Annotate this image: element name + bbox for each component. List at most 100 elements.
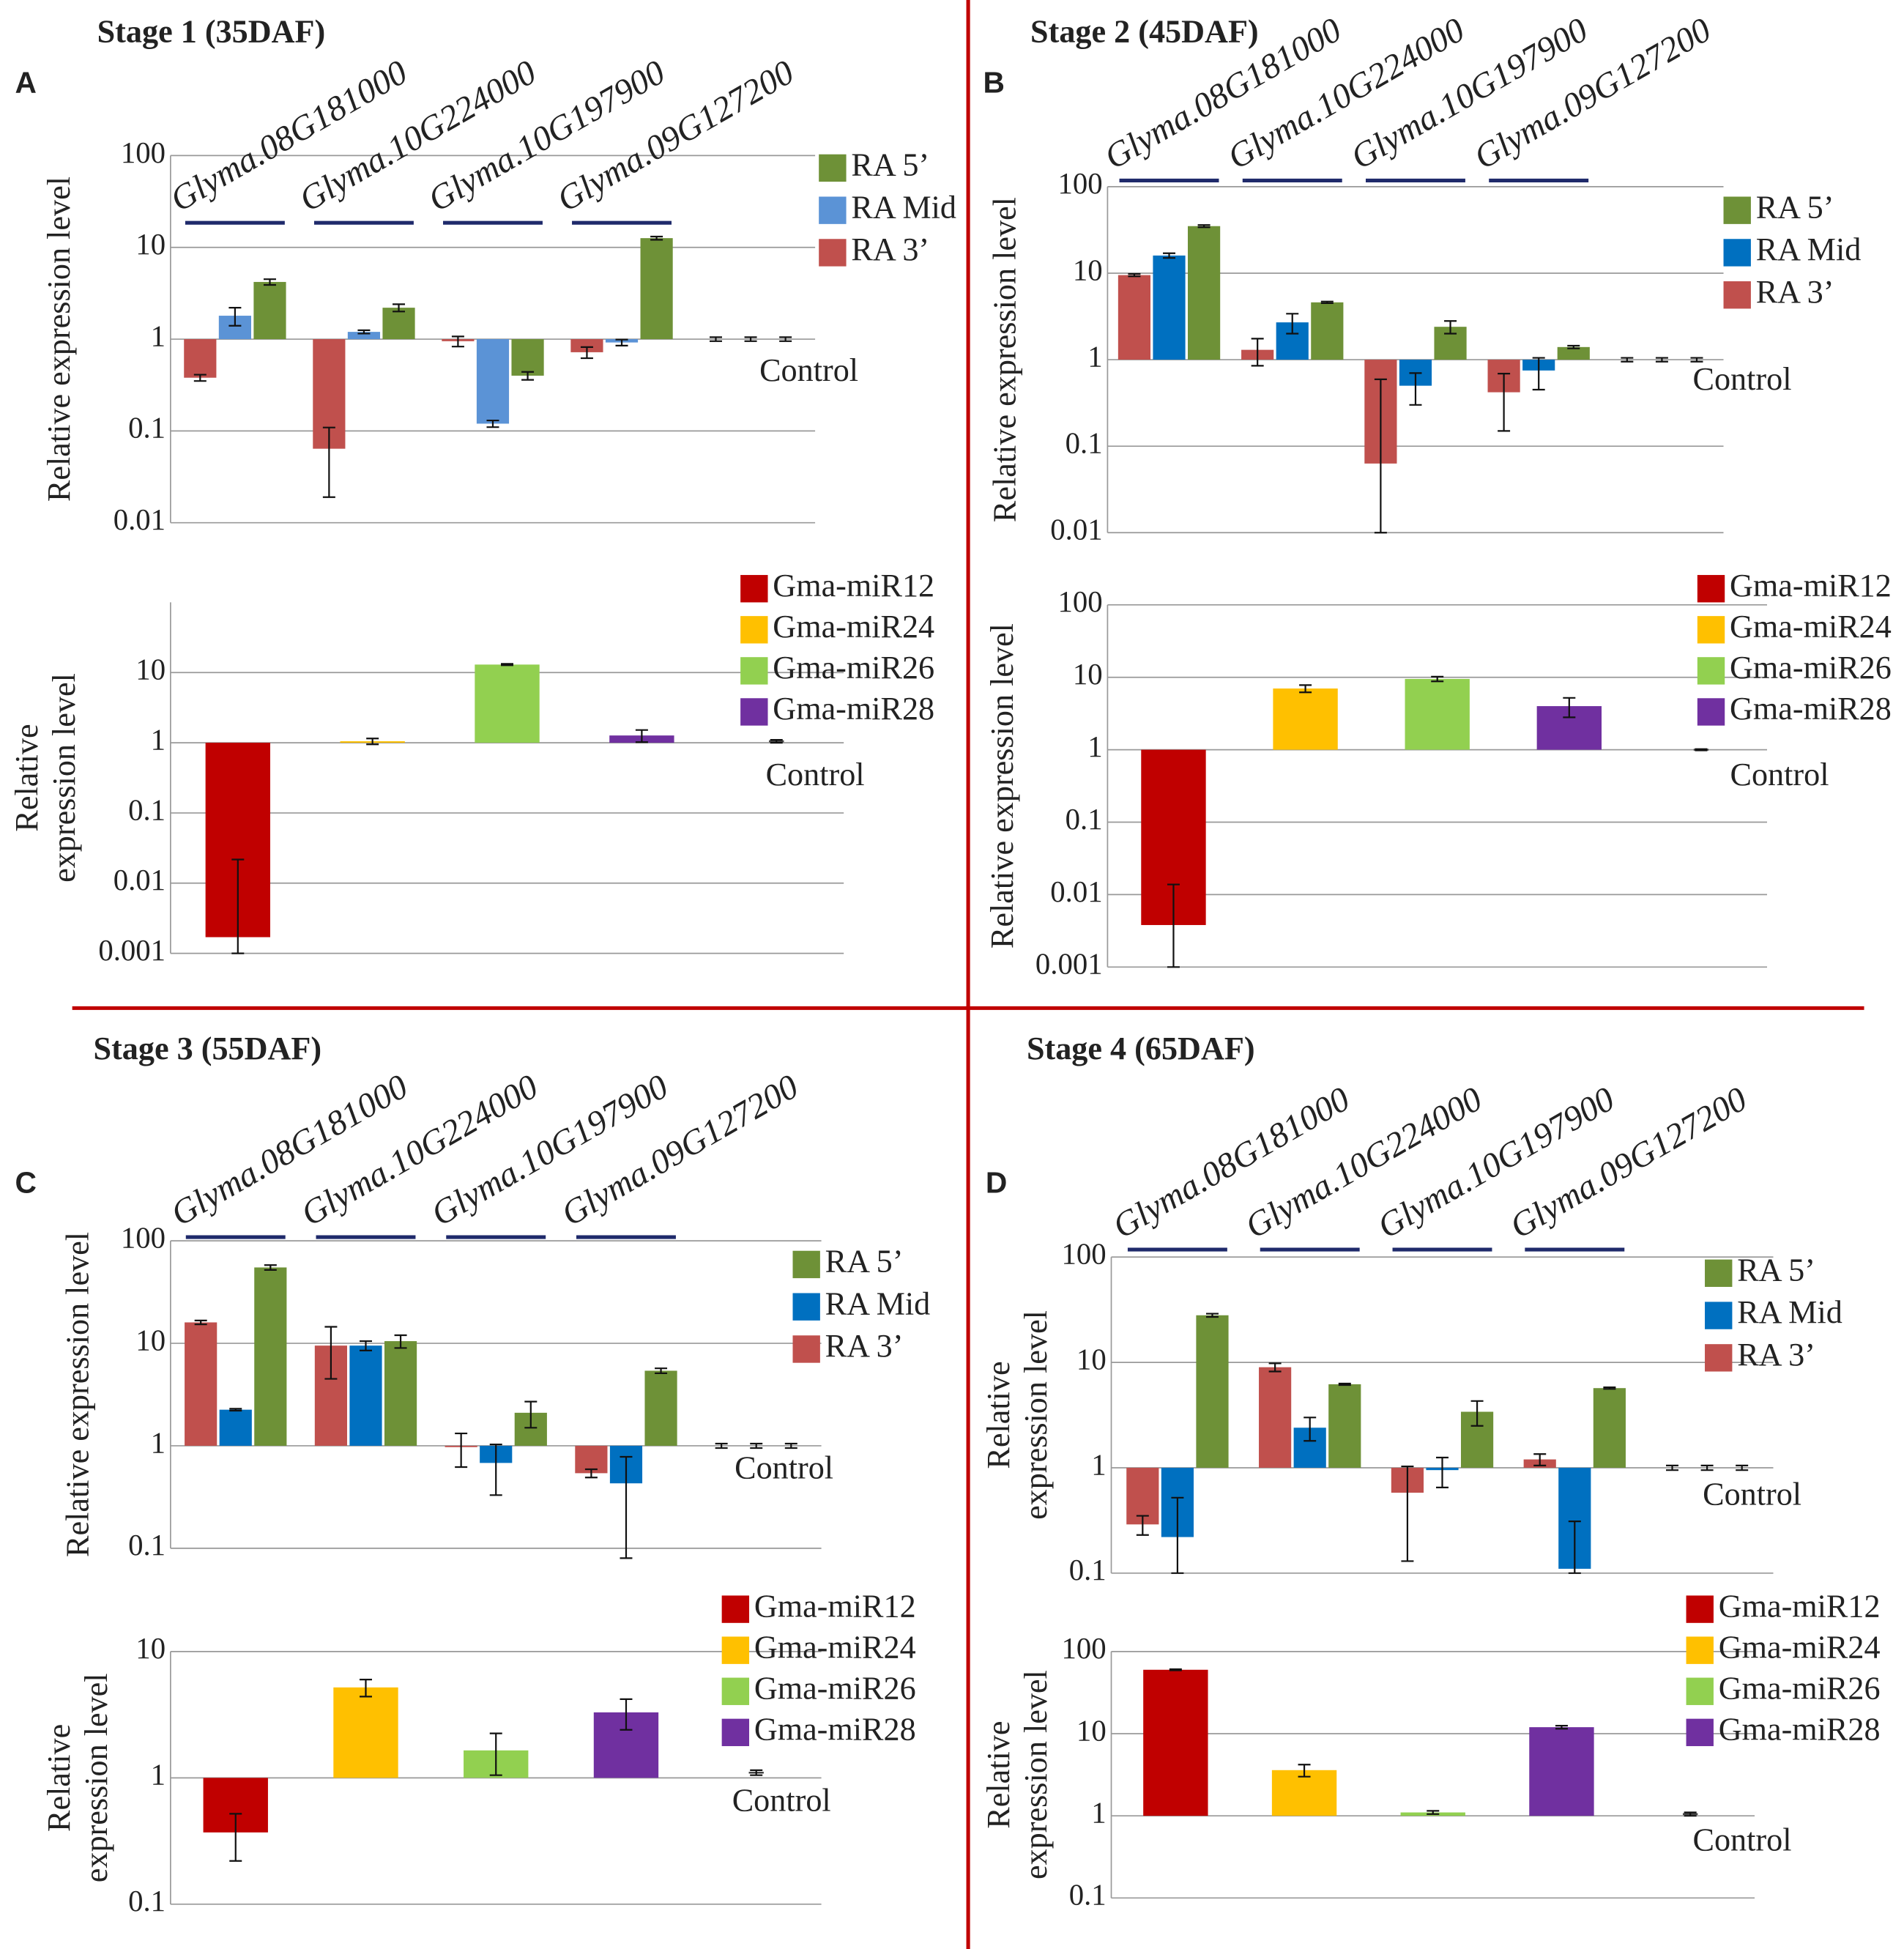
- category-label: Control: [735, 1450, 833, 1486]
- error-bar: [455, 1432, 468, 1469]
- error-bar: [486, 419, 499, 428]
- category-label: Control: [1693, 361, 1792, 397]
- bar: [1405, 678, 1470, 750]
- error-bar: [1251, 338, 1264, 367]
- bar: [253, 281, 286, 340]
- error-bar: [1603, 1386, 1616, 1390]
- legend-swatch: [819, 196, 847, 224]
- legend-swatch: [1697, 616, 1725, 644]
- error-bar: [709, 336, 722, 342]
- error-bar: [750, 1442, 763, 1449]
- error-bar: [1736, 1464, 1749, 1471]
- bar: [1529, 1727, 1594, 1816]
- y-axis-label: Relative: [981, 1361, 1016, 1469]
- bar: [382, 308, 415, 340]
- y-tick-label: 1: [1087, 730, 1102, 763]
- error-bar: [1533, 1453, 1547, 1467]
- error-bar: [655, 1367, 668, 1375]
- legend-swatch: [792, 1250, 820, 1279]
- y-axis-label: Relative expression level: [987, 197, 1023, 522]
- legend-swatch: [721, 1595, 750, 1623]
- y-tick-label: 0.1: [128, 1885, 166, 1918]
- legend-label: RA 3’: [825, 1328, 904, 1364]
- legend-label: RA Mid: [825, 1285, 931, 1321]
- error-bar: [1409, 372, 1422, 406]
- error-bar: [1304, 1417, 1317, 1442]
- bar: [384, 1341, 417, 1446]
- error-bar: [228, 307, 242, 327]
- y-tick-label: 10: [1076, 1714, 1107, 1747]
- bar: [476, 339, 510, 424]
- error-bar: [784, 1442, 797, 1449]
- legend-swatch: [721, 1718, 750, 1747]
- y-tick-label: 1: [1091, 1448, 1106, 1481]
- legend-label: Gma-miR26: [754, 1670, 916, 1706]
- y-axis-label: Relative expression level: [41, 177, 77, 502]
- y-tick-label: 100: [121, 136, 166, 169]
- y-axis-label: expression level: [46, 673, 82, 883]
- error-bar: [1197, 224, 1211, 229]
- error-bar: [620, 1455, 633, 1559]
- bar: [1311, 302, 1344, 360]
- bar: [333, 1687, 398, 1778]
- legend-label: RA Mid: [851, 189, 956, 225]
- legend-label: RA 3’: [1737, 1337, 1815, 1373]
- legend-label: RA 5’: [1737, 1252, 1815, 1288]
- stage-title: Stage 4 (65DAF): [1027, 1031, 1255, 1066]
- bar: [1557, 346, 1590, 360]
- legend-label: RA 5’: [851, 147, 929, 183]
- legend-swatch: [1705, 1344, 1733, 1372]
- y-tick-label: 0.1: [1066, 803, 1103, 836]
- error-bar: [501, 663, 514, 667]
- error-bar: [779, 336, 792, 342]
- legend-label: RA Mid: [1737, 1294, 1842, 1330]
- y-tick-label: 10: [135, 228, 166, 261]
- category-label: Control: [1693, 1822, 1792, 1858]
- y-tick-label: 100: [1057, 585, 1102, 618]
- error-bar: [521, 371, 535, 381]
- y-tick-label: 10: [1073, 658, 1103, 691]
- category-label: Control: [1730, 757, 1829, 792]
- bar: [184, 339, 217, 378]
- y-tick-label: 0.1: [128, 1529, 166, 1562]
- bar: [1271, 1770, 1337, 1816]
- legend-label: RA 3’: [1756, 274, 1834, 310]
- error-bar: [620, 1698, 633, 1731]
- panel-letter: C: [15, 1165, 36, 1199]
- legend-label: Gma-miR26: [773, 650, 934, 686]
- error-bar: [324, 1326, 338, 1380]
- legend-label: RA Mid: [1756, 231, 1862, 267]
- panel-letter: B: [983, 65, 1004, 99]
- y-axis-label: expression level: [1018, 1670, 1054, 1879]
- stage-title: Stage 1 (35DAF): [97, 14, 326, 50]
- y-tick-label: 0.1: [1069, 1879, 1107, 1912]
- y-tick-label: 0.1: [128, 793, 166, 826]
- y-tick-label: 0.01: [1050, 875, 1102, 908]
- error-bar: [1567, 344, 1580, 349]
- legend-label: Gma-miR24: [773, 609, 934, 645]
- error-bar: [394, 1334, 407, 1349]
- y-tick-label: 10: [1076, 1343, 1107, 1376]
- legend-label: Gma-miR28: [773, 691, 934, 727]
- stage-title: Stage 3 (55DAF): [94, 1031, 322, 1066]
- error-bar: [1163, 252, 1176, 259]
- error-bar: [1374, 378, 1387, 534]
- category-label: Control: [759, 352, 858, 388]
- bar: [1259, 1367, 1292, 1468]
- y-axis-label: Relative expression level: [984, 623, 1020, 948]
- legend-label: Gma-miR12: [773, 568, 934, 604]
- legend-label: Gma-miR24: [1730, 609, 1892, 645]
- bar: [1118, 275, 1151, 360]
- error-bar: [580, 346, 593, 360]
- y-tick-label: 0.01: [114, 503, 166, 536]
- y-tick-label: 10: [1073, 253, 1103, 286]
- y-tick-label: 1: [1087, 340, 1102, 373]
- legend-swatch: [1723, 239, 1751, 267]
- bar: [644, 1370, 677, 1446]
- y-tick-label: 1: [151, 1426, 166, 1459]
- legend-swatch: [819, 154, 847, 182]
- bar: [475, 664, 540, 743]
- legend-label: Gma-miR12: [754, 1588, 916, 1624]
- stage-title: Stage 2 (45DAF): [1030, 14, 1259, 50]
